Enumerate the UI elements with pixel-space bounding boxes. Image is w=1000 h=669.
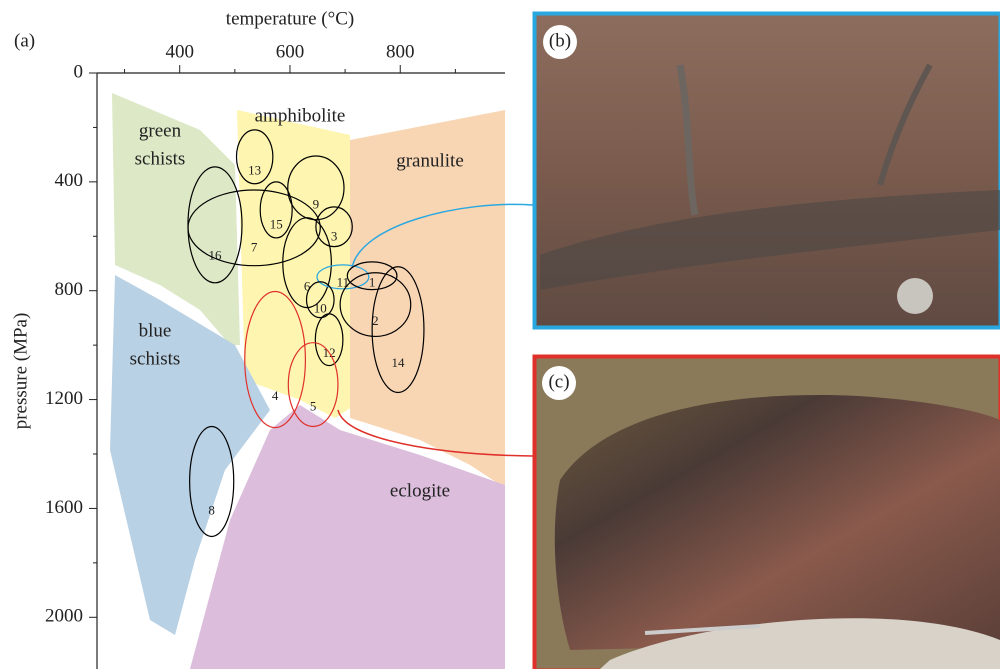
facies-label: green xyxy=(139,120,182,141)
facies-label: granulite xyxy=(396,150,464,171)
ellipse-label: 13 xyxy=(248,163,261,178)
facies-label: amphibolite xyxy=(255,105,346,126)
ellipse-label: 9 xyxy=(313,196,320,211)
ellipse-label: 14 xyxy=(392,355,406,370)
panel-label: (a) xyxy=(14,30,35,51)
facies-label: schists xyxy=(130,348,181,369)
y-tick-label: 1200 xyxy=(45,388,83,409)
ellipse-label: 15 xyxy=(270,216,283,231)
ellipse-label: 6 xyxy=(304,278,311,293)
panel-label: (b) xyxy=(549,30,571,51)
y-axis-title: pressure (MPa) xyxy=(10,313,31,430)
x-tick-label: 400 xyxy=(165,41,194,62)
y-tick-label: 400 xyxy=(55,170,84,191)
y-tick-label: 800 xyxy=(55,279,84,300)
facies-label: eclogite xyxy=(390,480,450,501)
photo-b: (b) xyxy=(535,14,1000,328)
y-tick-label: 2000 xyxy=(45,606,83,627)
ellipse-label: 8 xyxy=(208,503,215,518)
panel-label: (c) xyxy=(548,371,569,392)
x-tick-label: 600 xyxy=(276,41,305,62)
y-tick-label: 0 xyxy=(74,61,84,82)
facies-label: schists xyxy=(135,148,186,169)
x-tick-label: 800 xyxy=(386,41,415,62)
facies-label: blue xyxy=(139,320,172,341)
facies xyxy=(110,93,505,669)
x-axis-title: temperature (°C) xyxy=(226,8,354,29)
ellipse-label: 1 xyxy=(369,274,376,289)
ellipse-label: 5 xyxy=(310,399,317,414)
ellipse-label: 7 xyxy=(251,240,258,255)
ellipse-label: 10 xyxy=(314,301,327,316)
figure: (a) temperature (°C) pressure (MPa) gree… xyxy=(0,0,1000,669)
ellipse-label: 3 xyxy=(331,229,338,244)
photo-c: (c) xyxy=(535,357,1000,669)
y-tick-label: 1600 xyxy=(45,497,83,518)
ellipse-label: 4 xyxy=(272,388,279,403)
